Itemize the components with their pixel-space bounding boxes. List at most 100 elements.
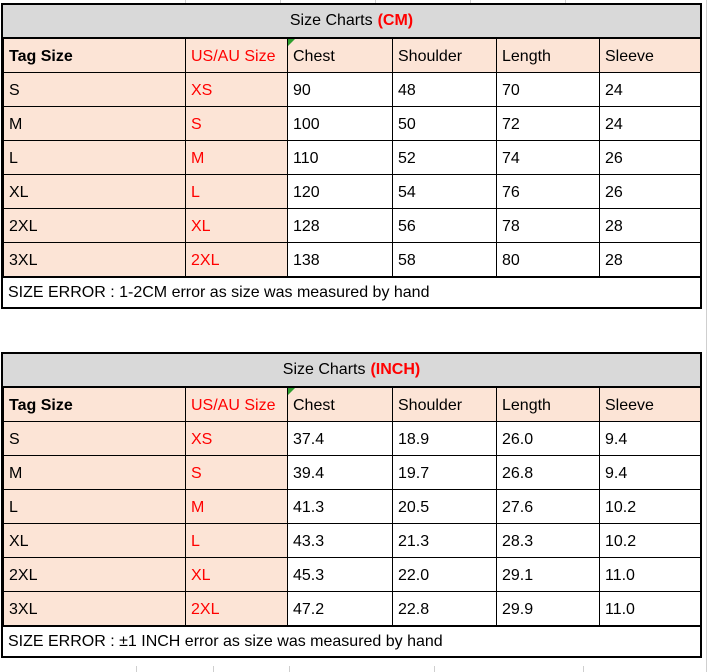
column-header-label: Chest bbox=[293, 397, 335, 414]
cell: 26.8 bbox=[496, 455, 600, 490]
table-title-cm: Size Charts (CM) bbox=[3, 5, 700, 38]
cell: L bbox=[185, 523, 288, 558]
cell: 28.3 bbox=[496, 523, 600, 558]
cell: M bbox=[185, 140, 288, 175]
table-row: L M 110 52 74 26 bbox=[3, 140, 701, 175]
table-row: 3XL 2XL 138 58 80 28 bbox=[3, 242, 701, 277]
size-error-note-inch: SIZE ERROR : ±1 INCH error as size was m… bbox=[3, 626, 700, 656]
column-header-shoulder: Shoulder bbox=[392, 387, 497, 422]
cell: 74 bbox=[496, 140, 600, 175]
cell: 22.8 bbox=[392, 591, 497, 626]
column-header-us-au-size: US/AU Size bbox=[185, 387, 288, 422]
table-row: M S 39.4 19.7 26.8 9.4 bbox=[3, 455, 701, 490]
column-header-label: Shoulder bbox=[398, 397, 463, 414]
size-chart-table-cm: Size Charts (CM) Tag Size US/AU Size Che… bbox=[1, 3, 702, 309]
cell: S bbox=[185, 106, 288, 141]
cell: 10.2 bbox=[599, 489, 701, 524]
cell: 37.4 bbox=[287, 421, 393, 456]
cell: 43.3 bbox=[287, 523, 393, 558]
cell: XL bbox=[3, 174, 186, 209]
cell: 56 bbox=[392, 208, 497, 243]
cell: L bbox=[185, 174, 288, 209]
table-row: S XS 90 48 70 24 bbox=[3, 72, 701, 107]
cell: 19.7 bbox=[392, 455, 497, 490]
cell: 2XL bbox=[185, 242, 288, 277]
cell: 3XL bbox=[3, 242, 186, 277]
column-header-label: Sleeve bbox=[605, 397, 654, 414]
column-header-label: Tag Size bbox=[9, 48, 73, 65]
cell: 78 bbox=[496, 208, 600, 243]
cell: 72 bbox=[496, 106, 600, 141]
cell: 28 bbox=[599, 208, 701, 243]
cell: 9.4 bbox=[599, 421, 701, 456]
cell: 110 bbox=[287, 140, 393, 175]
gridline bbox=[280, 0, 281, 3]
cell: S bbox=[185, 455, 288, 490]
cell: XL bbox=[185, 208, 288, 243]
gridline bbox=[583, 666, 584, 672]
cell: 52 bbox=[392, 140, 497, 175]
column-header-length: Length bbox=[496, 38, 600, 73]
cell: L bbox=[3, 140, 186, 175]
cell: 76 bbox=[496, 174, 600, 209]
table-title-text: Size Charts bbox=[282, 361, 366, 378]
cell: 90 bbox=[287, 72, 393, 107]
column-header-label: US/AU Size bbox=[191, 397, 276, 414]
column-header-label: Length bbox=[502, 48, 551, 65]
gridline bbox=[375, 0, 376, 3]
column-header-label: Chest bbox=[293, 48, 335, 65]
cell: 45.3 bbox=[287, 557, 393, 592]
size-table-inch: Tag Size US/AU Size Chest Shoulder Lengt… bbox=[3, 387, 701, 626]
cell: M bbox=[185, 489, 288, 524]
cell: 11.0 bbox=[599, 591, 701, 626]
cell: M bbox=[3, 106, 186, 141]
cell: 24 bbox=[599, 106, 701, 141]
cell: 29.9 bbox=[496, 591, 600, 626]
cell: 27.6 bbox=[496, 489, 600, 524]
column-header-tag-size: Tag Size bbox=[3, 387, 186, 422]
column-header-label: Shoulder bbox=[398, 48, 463, 65]
cell: 138 bbox=[287, 242, 393, 277]
column-header-us-au-size: US/AU Size bbox=[185, 38, 288, 73]
cell: 39.4 bbox=[287, 455, 393, 490]
column-header-shoulder: Shoulder bbox=[392, 38, 497, 73]
column-header-label: Length bbox=[502, 397, 551, 414]
cell: 100 bbox=[287, 106, 393, 141]
size-error-text: SIZE ERROR : ±1 INCH error as size was m… bbox=[8, 632, 443, 650]
cell: XS bbox=[185, 421, 288, 456]
gridline bbox=[213, 666, 214, 672]
cell: 54 bbox=[392, 174, 497, 209]
cell: 128 bbox=[287, 208, 393, 243]
gridline bbox=[136, 666, 137, 672]
cell: S bbox=[3, 72, 186, 107]
column-header-tag-size: Tag Size bbox=[3, 38, 186, 73]
cell: 26 bbox=[599, 140, 701, 175]
table-title-unit: (CM) bbox=[377, 12, 414, 29]
size-error-text: SIZE ERROR : 1-2CM error as size was mea… bbox=[8, 283, 430, 301]
cell: 2XL bbox=[3, 557, 186, 592]
table-row: XL L 43.3 21.3 28.3 10.2 bbox=[3, 523, 701, 558]
gridline bbox=[706, 0, 707, 672]
table-title-inch: Size Charts (INCH) bbox=[3, 354, 700, 387]
size-chart-table-inch: Size Charts (INCH) Tag Size US/AU Size C… bbox=[1, 352, 702, 658]
cell-error-indicator-icon bbox=[288, 388, 295, 395]
table-row: XL L 120 54 76 26 bbox=[3, 174, 701, 209]
cell: 10.2 bbox=[599, 523, 701, 558]
column-header-length: Length bbox=[496, 387, 600, 422]
cell: 120 bbox=[287, 174, 393, 209]
cell: 58 bbox=[392, 242, 497, 277]
table-title-unit: (INCH) bbox=[370, 361, 421, 378]
table-row: L M 41.3 20.5 27.6 10.2 bbox=[3, 489, 701, 524]
cell: 26.0 bbox=[496, 421, 600, 456]
table-row: S XS 37.4 18.9 26.0 9.4 bbox=[3, 421, 701, 456]
column-header-label: Sleeve bbox=[605, 48, 654, 65]
gridline bbox=[289, 666, 290, 672]
gridline bbox=[434, 666, 435, 672]
cell: 41.3 bbox=[287, 489, 393, 524]
cell: 18.9 bbox=[392, 421, 497, 456]
cell: 47.2 bbox=[287, 591, 393, 626]
table-row: 2XL XL 45.3 22.0 29.1 11.0 bbox=[3, 557, 701, 592]
cell: 24 bbox=[599, 72, 701, 107]
table-row: 3XL 2XL 47.2 22.8 29.9 11.0 bbox=[3, 591, 701, 626]
